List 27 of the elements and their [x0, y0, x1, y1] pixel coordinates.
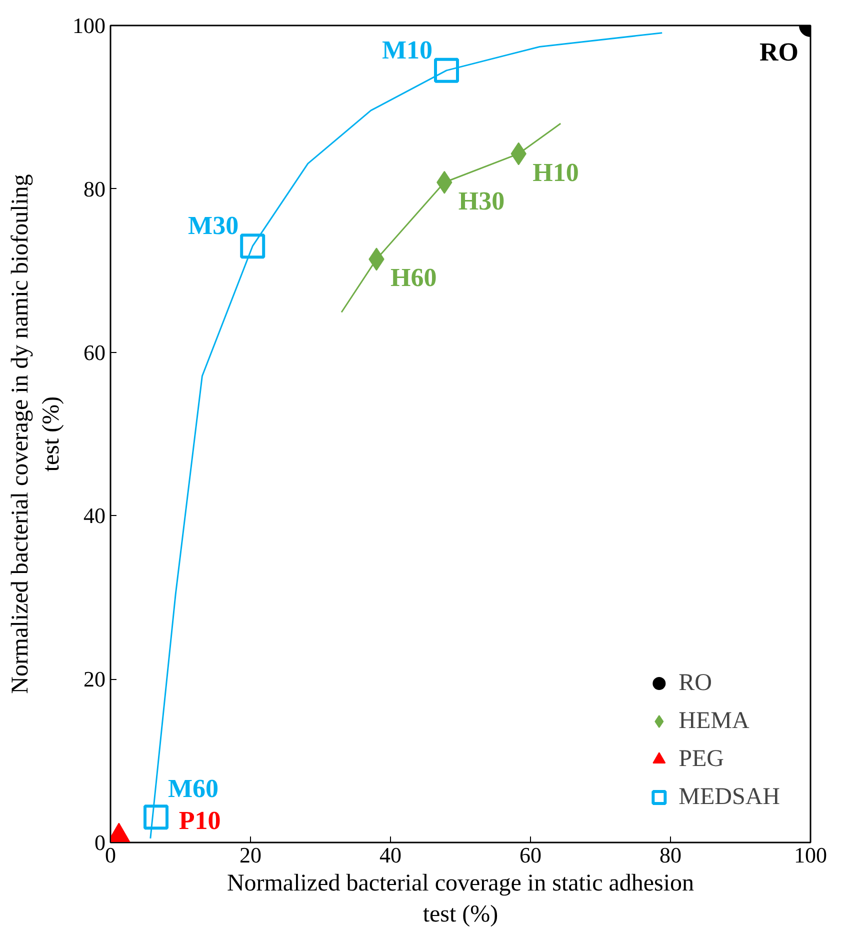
annotation: M30 [188, 211, 239, 240]
x-axis-title: Normalized bacterial coverage in static adhesion test (%) [226, 870, 694, 928]
annotation: P10 [178, 806, 221, 835]
y-tick-label: 20 [84, 666, 106, 692]
y-tick-label: 80 [84, 176, 106, 202]
annotation: H60 [390, 263, 437, 292]
annotation: M60 [168, 774, 219, 804]
y-axis-title: Normalized bacterial coverage in dy namic biofouling test (%) [7, 174, 64, 694]
y-tick-label: 60 [84, 340, 106, 365]
annotation: RO [760, 38, 798, 66]
legend-label: MEDSAH [678, 784, 780, 810]
x-tick-label: 40 [380, 842, 402, 868]
y-tick-label: 40 [84, 503, 106, 528]
x-tick-label: 20 [240, 842, 262, 868]
y-tick-label: 100 [72, 13, 106, 38]
x-tick-label: 80 [660, 842, 682, 868]
point [434, 58, 459, 83]
point [240, 234, 266, 259]
annotation: H10 [532, 158, 579, 187]
legend-label: HEMA [678, 708, 750, 734]
legend-label: RO [678, 670, 712, 696]
legend-label: PEG [678, 746, 724, 772]
annotation: H30 [458, 186, 505, 216]
x-tick-label: 100 [794, 842, 827, 868]
x-tick-label: 60 [520, 842, 542, 868]
point [144, 804, 168, 830]
annotation: M10 [382, 35, 433, 64]
